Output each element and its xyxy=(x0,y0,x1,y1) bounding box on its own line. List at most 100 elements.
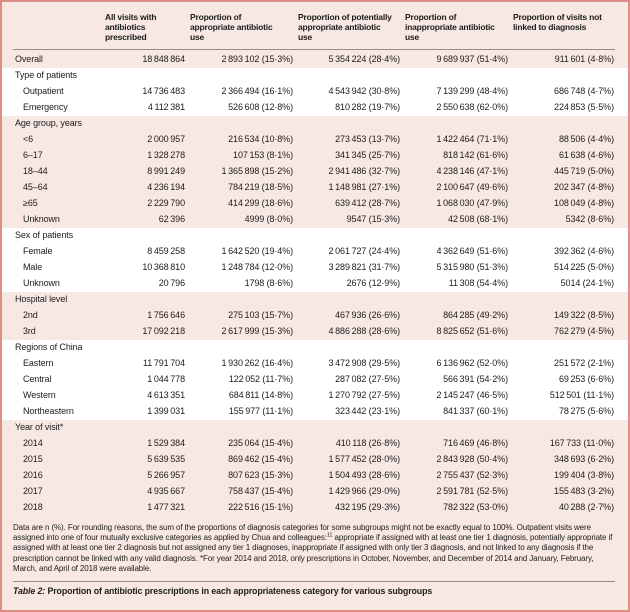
cell: 1 504 493 (28·6%) xyxy=(328,470,401,481)
cell: 275 103 (15·7%) xyxy=(228,310,293,321)
cell: 782 322 (53·0%) xyxy=(443,502,508,513)
cell: 864 285 (49·2%) xyxy=(443,310,508,321)
table-row: Male 10 368 810 1 248 784 (12·0%) 3 289 821… xyxy=(2,259,628,276)
table-row: Female 8 459 258 1 642 520 (19·4%) 2 061 72… xyxy=(2,243,628,260)
cell: 807 623 (15·3%) xyxy=(228,470,293,481)
row-label: Overall xyxy=(15,54,43,65)
table-row: Central 1 044 778 122 052 (11·7%) 287 082 (… xyxy=(2,371,628,388)
cell: 639 412 (28·7%) xyxy=(335,198,400,209)
cell: 235 064 (15·4%) xyxy=(228,438,293,449)
table-caption-text: Proportion of antibiotic prescriptions i… xyxy=(45,585,433,596)
column-header-4: Proportion of inappropriate antibiotic u… xyxy=(405,12,495,43)
table-row: Northeastern 1 399 031 155 977 (11·1%) 323 … xyxy=(2,403,628,420)
table-row: Overall 18 848 864 2 893 102 (15·3%) 5 354 … xyxy=(2,51,628,68)
table-row: <6 2 000 957 216 534 (10·8%) 273 453 (13·7%… xyxy=(2,131,628,148)
cell: 2 229 790 xyxy=(147,198,185,209)
cell: 1 270 792 (27·5%) xyxy=(328,390,401,401)
cell: 5342 (8·6%) xyxy=(565,214,615,225)
section-header-row: Year of visit* xyxy=(2,419,628,436)
cell: 1798 (8·6%) xyxy=(244,278,294,289)
cell: 88 506 (4·4%) xyxy=(558,134,614,145)
table-row: 2015 5 639 535 869 462 (15·4%) 1 577 452 (2… xyxy=(2,451,628,468)
row-label: Central xyxy=(23,374,52,385)
cell: 323 442 (23·1%) xyxy=(335,406,400,417)
section-header-row: Type of patients xyxy=(2,67,628,84)
cell: 69 253 (6·6%) xyxy=(558,374,614,385)
cell: 61 638 (4·6%) xyxy=(558,150,614,161)
cell: 445 719 (5·0%) xyxy=(554,166,614,177)
header-rule-cell xyxy=(2,47,628,52)
header-rule xyxy=(13,48,615,50)
cell: 2 550 638 (62·0%) xyxy=(436,102,509,113)
cell: 818 142 (61·6%) xyxy=(443,150,508,161)
cell: 5 266 957 xyxy=(147,470,185,481)
cell: 1 148 981 (27·1%) xyxy=(328,182,401,193)
cell: 911 601 (4·8%) xyxy=(554,54,614,65)
footnote-text-1: Data are n (%). For rounding reasons, th… xyxy=(13,522,591,542)
cell: 512 501 (11·1%) xyxy=(549,390,614,401)
row-label: ≥65 xyxy=(23,198,38,209)
cell: 432 195 (29·3%) xyxy=(335,502,400,513)
cell: 8 459 258 xyxy=(147,246,185,257)
cell: 10 368 810 xyxy=(142,262,185,273)
cell: 2 941 486 (32·7%) xyxy=(328,166,401,177)
cell: 3 289 821 (31·7%) xyxy=(328,262,401,273)
header-row: All visits with antibiotics prescribed Pr… xyxy=(2,10,628,48)
cell: 4 362 649 (51·6%) xyxy=(436,246,509,257)
cell: 3 472 908 (29·5%) xyxy=(328,358,401,369)
cell: 810 282 (19·7%) xyxy=(335,102,400,113)
table-row: Unknown 62 396 4999 (8·0%) 9547 (15·3%) 42 5… xyxy=(2,211,628,228)
table-row: Outpatient 14 736 483 2 366 494 (16·1%) 4 5… xyxy=(2,83,628,100)
table-row: Unknown 20 796 1798 (8·6%) 2676 (12·9%) 11 3… xyxy=(2,275,628,292)
table-row: Emergency 4 112 381 526 608 (12·8%) 810 282… xyxy=(2,99,628,116)
table-body: Overall 18 848 864 2 893 102 (15·3%) 5 354 … xyxy=(2,47,628,516)
cell: 155 483 (3·2%) xyxy=(554,486,614,497)
cell: 2 893 102 (15·3%) xyxy=(221,54,294,65)
table-row: Western 4 613 351 684 811 (14·8%) 1 270 792… xyxy=(2,387,628,404)
row-label: Male xyxy=(23,262,43,273)
cell: 2 591 781 (52·5%) xyxy=(436,486,509,497)
table-row: 2018 1 477 321 222 516 (15·1%) 432 195 (29·… xyxy=(2,499,628,516)
cell: 1 248 784 (12·0%) xyxy=(221,262,294,273)
cell: 167 733 (11·0%) xyxy=(549,438,614,449)
section-label: Type of patients xyxy=(15,70,77,81)
cell: 686 748 (4·7%) xyxy=(554,86,614,97)
section-header-row: Hospital level xyxy=(2,291,628,308)
row-label: <6 xyxy=(23,134,34,145)
row-label: 6–17 xyxy=(23,150,43,161)
table-row: 2nd 1 756 646 275 103 (15·7%) 467 936 (26·6… xyxy=(2,307,628,324)
row-label: 18–44 xyxy=(23,166,48,177)
cell: 20 796 xyxy=(158,278,185,289)
row-label: Emergency xyxy=(23,102,68,113)
data-table: All visits with antibiotics prescribed Pr… xyxy=(2,10,628,516)
section-label: Sex of patients xyxy=(15,230,74,241)
cell: 11 791 704 xyxy=(143,358,185,369)
cell: 716 469 (46·8%) xyxy=(443,438,508,449)
table-caption-label: Table 2: xyxy=(13,585,46,596)
cell: 287 082 (27·5%) xyxy=(335,374,400,385)
cell: 202 347 (4·8%) xyxy=(554,182,614,193)
row-label: Unknown xyxy=(23,214,60,225)
column-header-1: All visits with antibiotics prescribed xyxy=(105,12,157,43)
cell: 9547 (15·3%) xyxy=(346,214,400,225)
cell: 392 362 (4·6%) xyxy=(554,246,614,257)
cell: 4 238 146 (47·1%) xyxy=(436,166,509,177)
cell: 1 044 778 xyxy=(147,374,185,385)
cell: 7 139 299 (48·4%) xyxy=(436,86,509,97)
cell: 1 068 030 (47·9%) xyxy=(436,198,509,209)
cell: 155 977 (11·1%) xyxy=(228,406,293,417)
cell: 1 477 321 xyxy=(147,502,185,513)
cell: 526 608 (12·8%) xyxy=(228,102,293,113)
cell: 108 049 (4·8%) xyxy=(554,198,614,209)
section-header-row: Age group, years xyxy=(2,115,628,132)
cell: 11 308 (54·4%) xyxy=(448,278,508,289)
row-label: Northeastern xyxy=(23,406,74,417)
column-header-3: Proportion of potentially appropriate an… xyxy=(298,12,392,43)
column-header-0 xyxy=(2,10,105,48)
cell: 251 572 (2·1%) xyxy=(554,358,614,369)
cell: 2 843 928 (50·4%) xyxy=(436,454,509,465)
cell: 1 365 898 (15·2%) xyxy=(221,166,294,177)
cell: 122 052 (11·7%) xyxy=(228,374,293,385)
cell: 467 936 (26·6%) xyxy=(335,310,400,321)
cell: 2 061 727 (24·4%) xyxy=(328,246,401,257)
